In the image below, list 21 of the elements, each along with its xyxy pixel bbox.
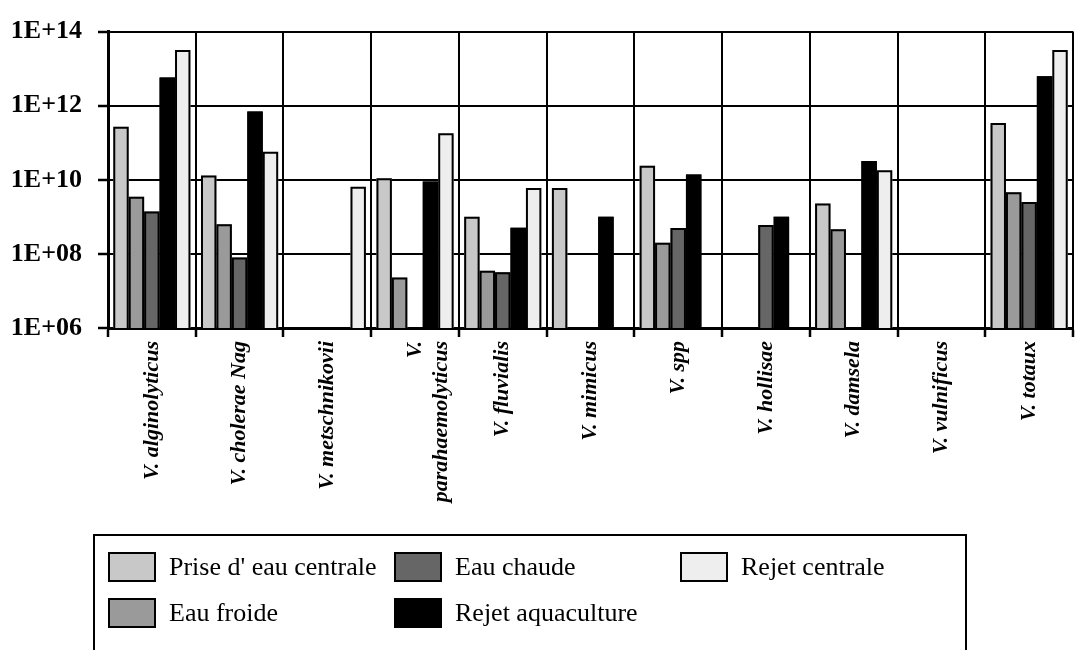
x-tick-label: V. metschnikovii: [313, 340, 339, 490]
x-tick-label: V. cholerae Nag: [225, 341, 251, 486]
x-tick-label: V. totaux: [1014, 341, 1040, 422]
y-tick-label: 1E+14: [10, 15, 82, 45]
y-tick-label: 1E+10: [10, 163, 82, 193]
x-tick-label: V. spp: [663, 341, 689, 395]
x-tick-label: V. damsela: [839, 341, 865, 439]
x-tick-label: V. parahaemolyticus: [400, 341, 453, 505]
x-tick-label: V. hollisae: [751, 340, 777, 435]
legend-label: Rejet centrale: [741, 551, 885, 581]
x-tick-label: V. fluvialis: [488, 341, 514, 438]
x-tick-label: V. alginolyticus: [137, 341, 163, 480]
x-tick-label: V. vulnificus: [927, 341, 953, 455]
y-tick-label: 1E+06: [10, 311, 82, 341]
x-tick-label: V. mimicus: [576, 341, 602, 441]
y-tick-label: 1E+12: [10, 89, 82, 119]
y-tick-label: 1E+08: [10, 237, 82, 267]
legend-label: Eau chaude: [455, 551, 576, 581]
legend-label: Prise d' eau centrale: [169, 551, 377, 581]
legend-label: Rejet aquaculture: [455, 597, 638, 627]
legend-label: Eau froide: [169, 597, 279, 627]
